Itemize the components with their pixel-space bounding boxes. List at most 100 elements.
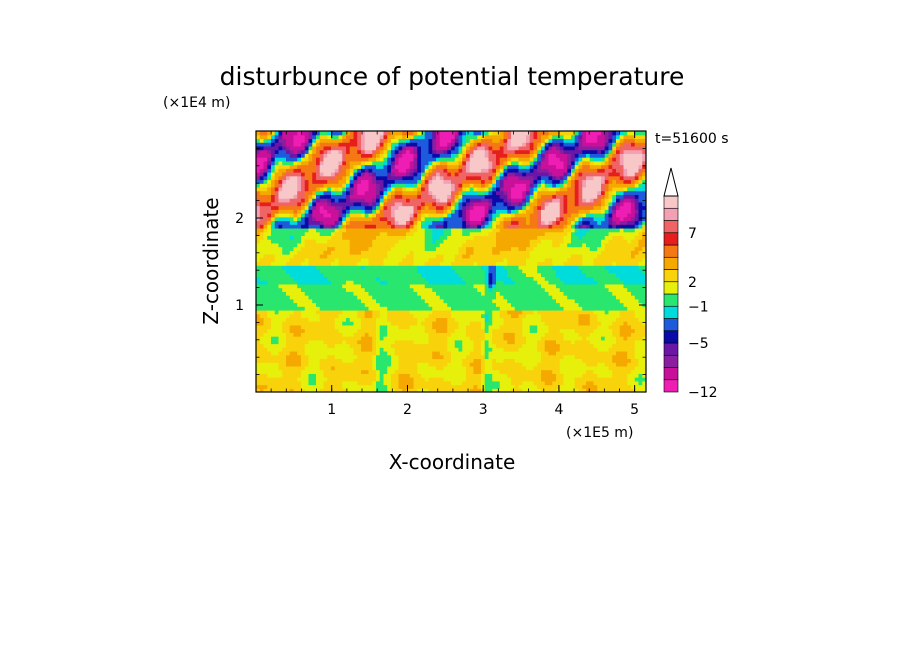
heatmap-cell bbox=[259, 347, 265, 352]
heatmap-cell bbox=[338, 231, 343, 236]
heatmap-cell bbox=[432, 313, 437, 319]
heatmap-cell bbox=[361, 131, 366, 136]
heatmap-cell bbox=[462, 350, 467, 356]
heatmap-cell bbox=[439, 347, 445, 352]
heatmap-cell bbox=[413, 157, 418, 162]
heatmap-cell bbox=[349, 306, 355, 311]
heatmap-cell bbox=[398, 343, 403, 348]
heatmap-cell bbox=[301, 242, 306, 248]
heatmap-cell bbox=[372, 321, 377, 326]
heatmap-cell bbox=[447, 164, 452, 169]
heatmap-cell bbox=[458, 250, 463, 255]
heatmap-cell bbox=[267, 306, 272, 311]
heatmap-cell bbox=[346, 149, 351, 154]
heatmap-cell bbox=[402, 183, 407, 188]
heatmap-cell bbox=[274, 142, 280, 147]
heatmap-cell bbox=[271, 268, 276, 274]
heatmap-cell bbox=[278, 224, 283, 229]
heatmap-cell bbox=[387, 265, 392, 270]
heatmap-cell bbox=[289, 339, 295, 345]
heatmap-cell bbox=[297, 373, 302, 378]
heatmap-cell bbox=[376, 153, 381, 158]
heatmap-cell bbox=[503, 142, 508, 147]
heatmap-cell bbox=[331, 250, 336, 255]
heatmap-cell bbox=[462, 302, 467, 307]
heatmap-cell bbox=[394, 201, 400, 207]
heatmap-cell bbox=[462, 138, 467, 143]
heatmap-cell bbox=[259, 321, 265, 326]
heatmap-cell bbox=[286, 313, 291, 319]
heatmap-cell bbox=[267, 172, 272, 177]
heatmap-cell bbox=[424, 324, 430, 330]
heatmap-cell bbox=[304, 190, 310, 195]
heatmap-cell bbox=[518, 321, 523, 326]
heatmap-cell bbox=[469, 209, 475, 214]
heatmap-cell bbox=[499, 160, 505, 166]
heatmap-cell bbox=[413, 213, 418, 218]
heatmap-cell bbox=[469, 317, 475, 322]
heatmap-cell bbox=[376, 380, 381, 386]
heatmap-cell bbox=[402, 306, 407, 311]
heatmap-cell bbox=[271, 246, 276, 251]
heatmap-cell bbox=[439, 302, 445, 307]
heatmap-cell bbox=[301, 332, 306, 337]
heatmap-cell bbox=[301, 168, 306, 173]
heatmap-cell bbox=[323, 317, 328, 322]
heatmap-cell bbox=[346, 291, 351, 296]
heatmap-cell bbox=[297, 164, 302, 169]
heatmap-cell bbox=[488, 250, 493, 255]
heatmap-cell bbox=[357, 220, 362, 225]
heatmap-cell bbox=[338, 261, 343, 266]
heatmap-cell bbox=[394, 369, 400, 374]
heatmap-cell bbox=[421, 213, 426, 218]
heatmap-cell bbox=[481, 369, 486, 374]
heatmap-cell bbox=[488, 168, 493, 173]
heatmap-cell bbox=[278, 134, 283, 140]
heatmap-cell bbox=[424, 254, 430, 259]
heatmap-cell bbox=[364, 205, 370, 210]
heatmap-cell bbox=[503, 246, 508, 251]
heatmap-cell bbox=[286, 246, 291, 251]
heatmap-cell bbox=[334, 138, 340, 143]
heatmap-cell bbox=[503, 380, 508, 386]
heatmap-cell bbox=[353, 231, 358, 236]
heatmap-cell bbox=[518, 172, 523, 177]
heatmap-cell bbox=[286, 373, 291, 378]
heatmap-cell bbox=[372, 324, 377, 330]
heatmap-cell bbox=[256, 373, 261, 378]
heatmap-cell bbox=[398, 220, 403, 225]
heatmap-cell bbox=[319, 358, 325, 363]
heatmap-cell bbox=[518, 280, 523, 285]
heatmap-cell bbox=[421, 216, 426, 222]
heatmap-cell bbox=[421, 302, 426, 307]
heatmap-cell bbox=[417, 216, 422, 222]
heatmap-cell bbox=[289, 242, 295, 248]
heatmap-cell bbox=[447, 332, 452, 337]
heatmap-cell bbox=[267, 373, 272, 378]
heatmap-cell bbox=[353, 205, 358, 210]
heatmap-cell bbox=[346, 246, 351, 251]
heatmap-cell bbox=[492, 380, 497, 386]
heatmap-cell bbox=[327, 388, 332, 392]
heatmap-cell bbox=[394, 272, 400, 278]
heatmap-cell bbox=[451, 283, 456, 289]
heatmap-cell bbox=[409, 246, 415, 251]
heatmap-cell bbox=[349, 268, 355, 274]
heatmap-cell bbox=[349, 153, 355, 158]
heatmap-cell bbox=[304, 246, 310, 251]
heatmap-cell bbox=[451, 160, 456, 166]
heatmap-cell bbox=[267, 276, 272, 281]
heatmap-cell bbox=[331, 227, 336, 233]
heatmap-cell bbox=[297, 194, 302, 199]
heatmap-cell bbox=[372, 317, 377, 322]
heatmap-cell bbox=[484, 201, 490, 207]
heatmap-cell bbox=[361, 339, 366, 345]
heatmap-cell bbox=[406, 231, 411, 236]
heatmap-cell bbox=[514, 142, 520, 147]
heatmap-cell bbox=[282, 183, 287, 188]
heatmap-cell bbox=[473, 317, 478, 322]
heatmap-cell bbox=[278, 276, 283, 281]
heatmap-cell bbox=[428, 302, 433, 307]
heatmap-cell bbox=[334, 283, 340, 289]
heatmap-cell bbox=[428, 145, 433, 151]
